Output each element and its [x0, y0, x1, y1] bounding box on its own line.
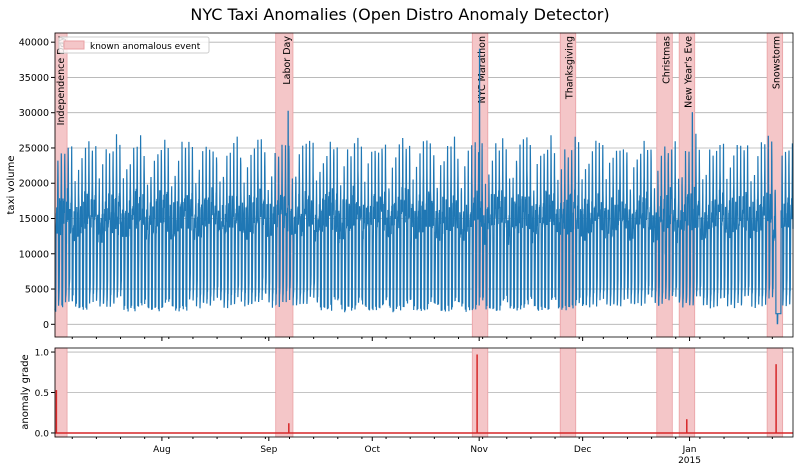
event-label: Labor Day	[282, 36, 293, 85]
y-tick-label: 25000	[19, 143, 49, 154]
x-tick-label: Nov	[470, 445, 488, 455]
x-tick-label: Sep	[260, 445, 277, 455]
event-band	[471, 347, 489, 438]
event-label: Thanksgiving	[565, 36, 576, 100]
y-tick-label: 5000	[25, 285, 49, 296]
y-tick-label: 1.0	[35, 349, 50, 359]
legend-box	[58, 36, 210, 54]
y-tick-label: 10000	[19, 249, 49, 260]
y-tick-label: 20000	[19, 179, 49, 190]
event-band	[766, 347, 784, 438]
legend: known anomalous event	[58, 36, 210, 54]
y-tick-label: 35000	[19, 73, 49, 84]
y-tick-label: 0.5	[35, 389, 49, 399]
y-tick-label: 40000	[19, 38, 49, 49]
x-tick-sublabel: 2015	[678, 456, 701, 466]
y-axis-label-top: taxi volume	[6, 156, 17, 215]
chart-title: NYC Taxi Anomalies (Open Distro Anomaly …	[190, 5, 609, 24]
event-label: New Year's Eve	[684, 36, 695, 108]
event-label: NYC Marathon	[477, 36, 488, 103]
y-axis-label-bottom: anomaly grade	[20, 354, 31, 429]
legend-label: known anomalous event	[90, 42, 201, 52]
event-band	[275, 347, 294, 438]
x-tick-label: Oct	[364, 445, 380, 455]
y-tick-label: 0.0	[35, 429, 50, 439]
top-axes-frame	[54, 32, 794, 338]
event-label: Independence Day	[56, 36, 67, 126]
y-tick-label: 0	[43, 320, 49, 331]
x-tick-label: Aug	[153, 445, 171, 455]
bottom-axes-frame	[54, 347, 794, 438]
event-label: Christmas	[661, 36, 672, 84]
y-tick-label: 15000	[19, 214, 49, 225]
x-tick-label: Jan	[682, 445, 697, 455]
taxi-volume-line	[54, 48, 794, 325]
x-tick-label: Dec	[574, 445, 591, 455]
event-band	[656, 347, 673, 438]
event-label: Snowstorm	[772, 36, 783, 89]
event-band	[559, 347, 577, 438]
legend-swatch	[63, 40, 85, 50]
y-tick-label: 30000	[19, 108, 49, 119]
